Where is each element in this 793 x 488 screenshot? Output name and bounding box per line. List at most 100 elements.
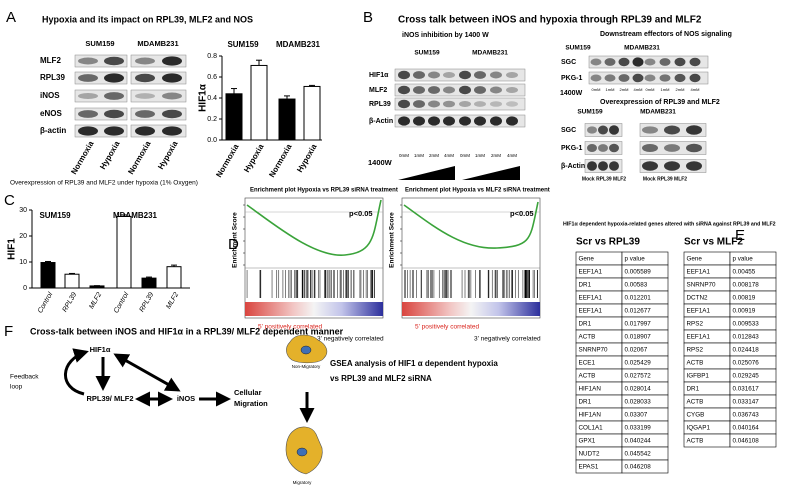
y-tick-label: 0.6 [207,74,217,81]
treatment-label: 1400W [368,158,393,167]
table-text: 0.012843 [733,334,760,341]
blot-band [135,110,155,118]
table-text: DR1 [579,399,592,406]
label: MDAMB231 [640,109,676,116]
blot-band [590,58,602,66]
label: SUM159 [577,109,603,116]
table-text: ACTB [687,438,704,445]
blot-band [506,71,518,79]
blot-band [474,86,486,94]
y-axis-label: HIF1 [7,238,18,260]
blot-band [398,70,410,80]
table-text: SNRNP70 [687,282,717,289]
blot-band [506,101,518,107]
enrichment-curve [246,199,382,256]
cell-nucleus [300,345,312,355]
dose-label: 1mM [606,87,615,92]
caption: Overexpression of RPL39 and MLF2 under h… [10,180,198,187]
bar [89,285,105,289]
blot-band [674,57,686,67]
table-text: DR1 [687,386,700,393]
blot-row-label: β-actin [40,126,66,135]
y-axis-label: Enrichment Score [232,212,239,268]
table-text: EEF1A1 [579,295,603,302]
blot-band [443,100,455,108]
blot-band [674,73,686,83]
panel-letter: D [228,236,239,253]
y-axis-label: HIF1α [198,83,209,112]
label: MDAMB231 [472,50,508,57]
table-text: 0.005589 [625,269,652,276]
group-label: SUM159 [39,211,71,220]
bar [303,85,321,141]
blot-band [587,161,597,171]
table-text: 0.027572 [625,373,652,380]
dose-label: 4mM [691,87,700,92]
table-text: DR1 [579,282,592,289]
blot-row-label: iNOS [40,91,60,100]
bar [166,266,182,289]
table-text: EEF1A1 [579,308,603,315]
blot-band [428,86,440,94]
caption: GSEA analysis of HIF1 α dependent hypoxi… [330,359,498,368]
rank-bar [245,302,383,316]
blot-band [135,73,155,83]
blot-band [162,92,182,100]
table-title: Scr vs MLF2 [684,237,743,248]
y-tick-label: 20 [19,233,27,240]
blot-band [413,116,425,126]
blot-band [135,57,155,65]
arrow [64,348,89,396]
table-text: HIF1AN [579,412,602,419]
node-label: loop [10,384,23,391]
blot-band [609,125,619,135]
dose-label: 1mM [661,87,670,92]
blot-band [428,100,440,108]
blot-band [474,116,486,126]
blot-band [104,109,124,119]
blot-band [644,58,656,66]
table-text: DCTN2 [687,295,708,302]
blot-band [490,116,502,126]
subtitle: Downstream effectors of NOS signaling [600,31,732,38]
table-text: IGFBP1 [687,373,710,380]
table-text: 0.025076 [733,360,760,367]
lane-label: Mock RPL39 MLF2 [582,176,626,182]
dose-wedge [462,166,520,180]
table-text: COL1A1 [579,425,604,432]
blot-row-label: PKG-1 [561,145,583,152]
blot-strip [130,89,187,103]
blot-band [413,86,425,94]
p-value: p<0.05 [510,209,534,218]
axis-note: 3' negatively correlated [474,336,541,343]
bar [250,64,268,141]
blot-band [104,73,124,83]
blot-row-label: SGC [561,59,576,66]
y-tick-label: 0.4 [207,95,217,102]
blot-band [642,161,658,171]
table-text: 0.00819 [733,295,756,302]
node-label: Migratory [293,480,313,485]
table-text: 0.012201 [625,295,652,302]
table-text: ACTB [687,360,704,367]
blot-row-label: PKG-1 [561,75,583,82]
blot-band [162,126,182,136]
group-label: MDAMB231 [113,211,158,220]
blot-band [686,125,702,135]
lane-label: Mock RPL39 MLF2 [643,176,687,182]
table-text: IQGAP1 [687,425,711,432]
node-label: Cellular [234,388,262,397]
table-text: 0.017997 [625,321,652,328]
table-text: EEF1A1 [579,269,603,276]
table-cell [621,459,669,474]
y-axis-label: Enrichment Score [389,212,396,268]
blot-band [135,93,155,99]
table-text: ACTB [579,373,596,380]
table-text: 0.009533 [733,321,760,328]
table-text: CYGB [687,412,705,419]
node-label: RPL39/ MLF2 [86,394,133,403]
label: MDAMB231 [137,39,178,48]
table-cell [729,433,777,448]
y-tick-label: 0.0 [207,137,217,144]
